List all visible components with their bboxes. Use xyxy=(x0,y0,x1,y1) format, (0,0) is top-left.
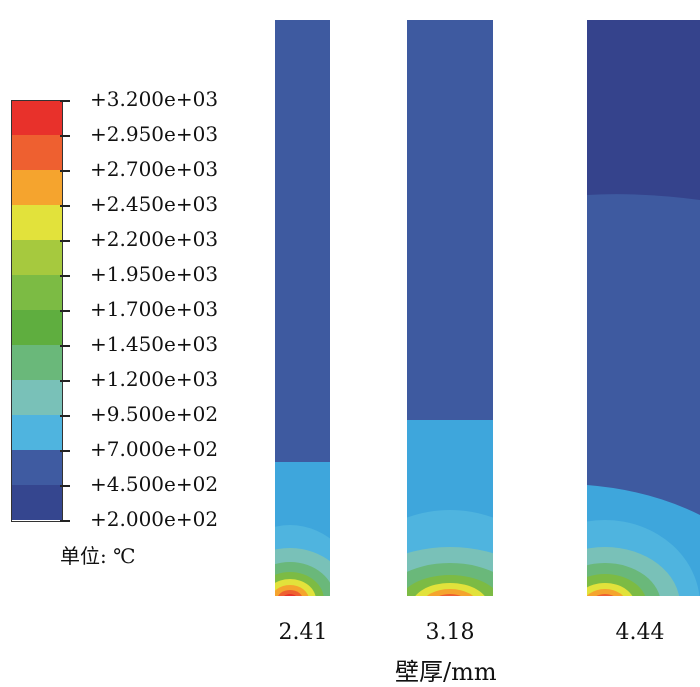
legend-swatch xyxy=(12,205,62,240)
legend-swatch xyxy=(12,415,62,450)
legend-swatch xyxy=(12,450,62,485)
wall-thickness-label-2: 3.18 xyxy=(425,620,475,645)
legend-unit: 单位: ℃ xyxy=(60,544,136,568)
legend-value-label: +2.700e+03 xyxy=(90,157,219,181)
x-axis-label: 壁厚/mm xyxy=(395,658,497,686)
legend-swatch xyxy=(12,380,62,415)
legend-tick xyxy=(60,345,70,347)
legend-tick xyxy=(60,450,70,452)
legend-value-label: +3.200e+03 xyxy=(90,87,219,111)
legend-swatch xyxy=(12,135,62,170)
legend-tick xyxy=(60,100,70,102)
legend-value-label: +1.700e+03 xyxy=(90,297,219,321)
legend-value-label: +2.000e+02 xyxy=(90,507,219,531)
legend-tick xyxy=(60,415,70,417)
wall-thickness-label-3: 4.44 xyxy=(615,620,665,645)
legend-tick xyxy=(60,380,70,382)
legend-swatch xyxy=(12,485,62,520)
legend-tick xyxy=(60,170,70,172)
legend-value-label: +2.950e+03 xyxy=(90,122,219,146)
legend-value-label: +2.200e+03 xyxy=(90,227,219,251)
legend-tick xyxy=(60,275,70,277)
contour-wall-1 xyxy=(275,20,330,596)
legend-value-label: +2.450e+03 xyxy=(90,192,219,216)
legend-tick xyxy=(60,310,70,312)
legend-value-label: +9.500e+02 xyxy=(90,402,219,426)
legend-value-label: +4.500e+02 xyxy=(90,472,219,496)
contour-wall-2 xyxy=(407,20,493,596)
legend-swatch xyxy=(12,345,62,380)
legend-value-label: +1.450e+03 xyxy=(90,332,219,356)
wall-thickness-label-1: 2.41 xyxy=(278,620,328,645)
legend-swatch xyxy=(12,100,62,135)
legend-value-label: +7.000e+02 xyxy=(90,437,219,461)
legend-tick xyxy=(60,205,70,207)
legend-tick xyxy=(60,520,70,522)
legend-tick xyxy=(60,240,70,242)
legend-swatch xyxy=(12,310,62,345)
temperature-legend: +3.200e+03 +2.950e+03 +2.700e+03 +2.450e+03… xyxy=(0,0,260,600)
legend-swatch xyxy=(12,275,62,310)
legend-swatch xyxy=(12,240,62,275)
legend-tick xyxy=(60,135,70,137)
legend-value-label: +1.950e+03 xyxy=(90,262,219,286)
legend-tick xyxy=(60,485,70,487)
legend-value-label: +1.200e+03 xyxy=(90,367,219,391)
legend-swatch xyxy=(12,170,62,205)
contour-wall-3 xyxy=(587,20,700,596)
